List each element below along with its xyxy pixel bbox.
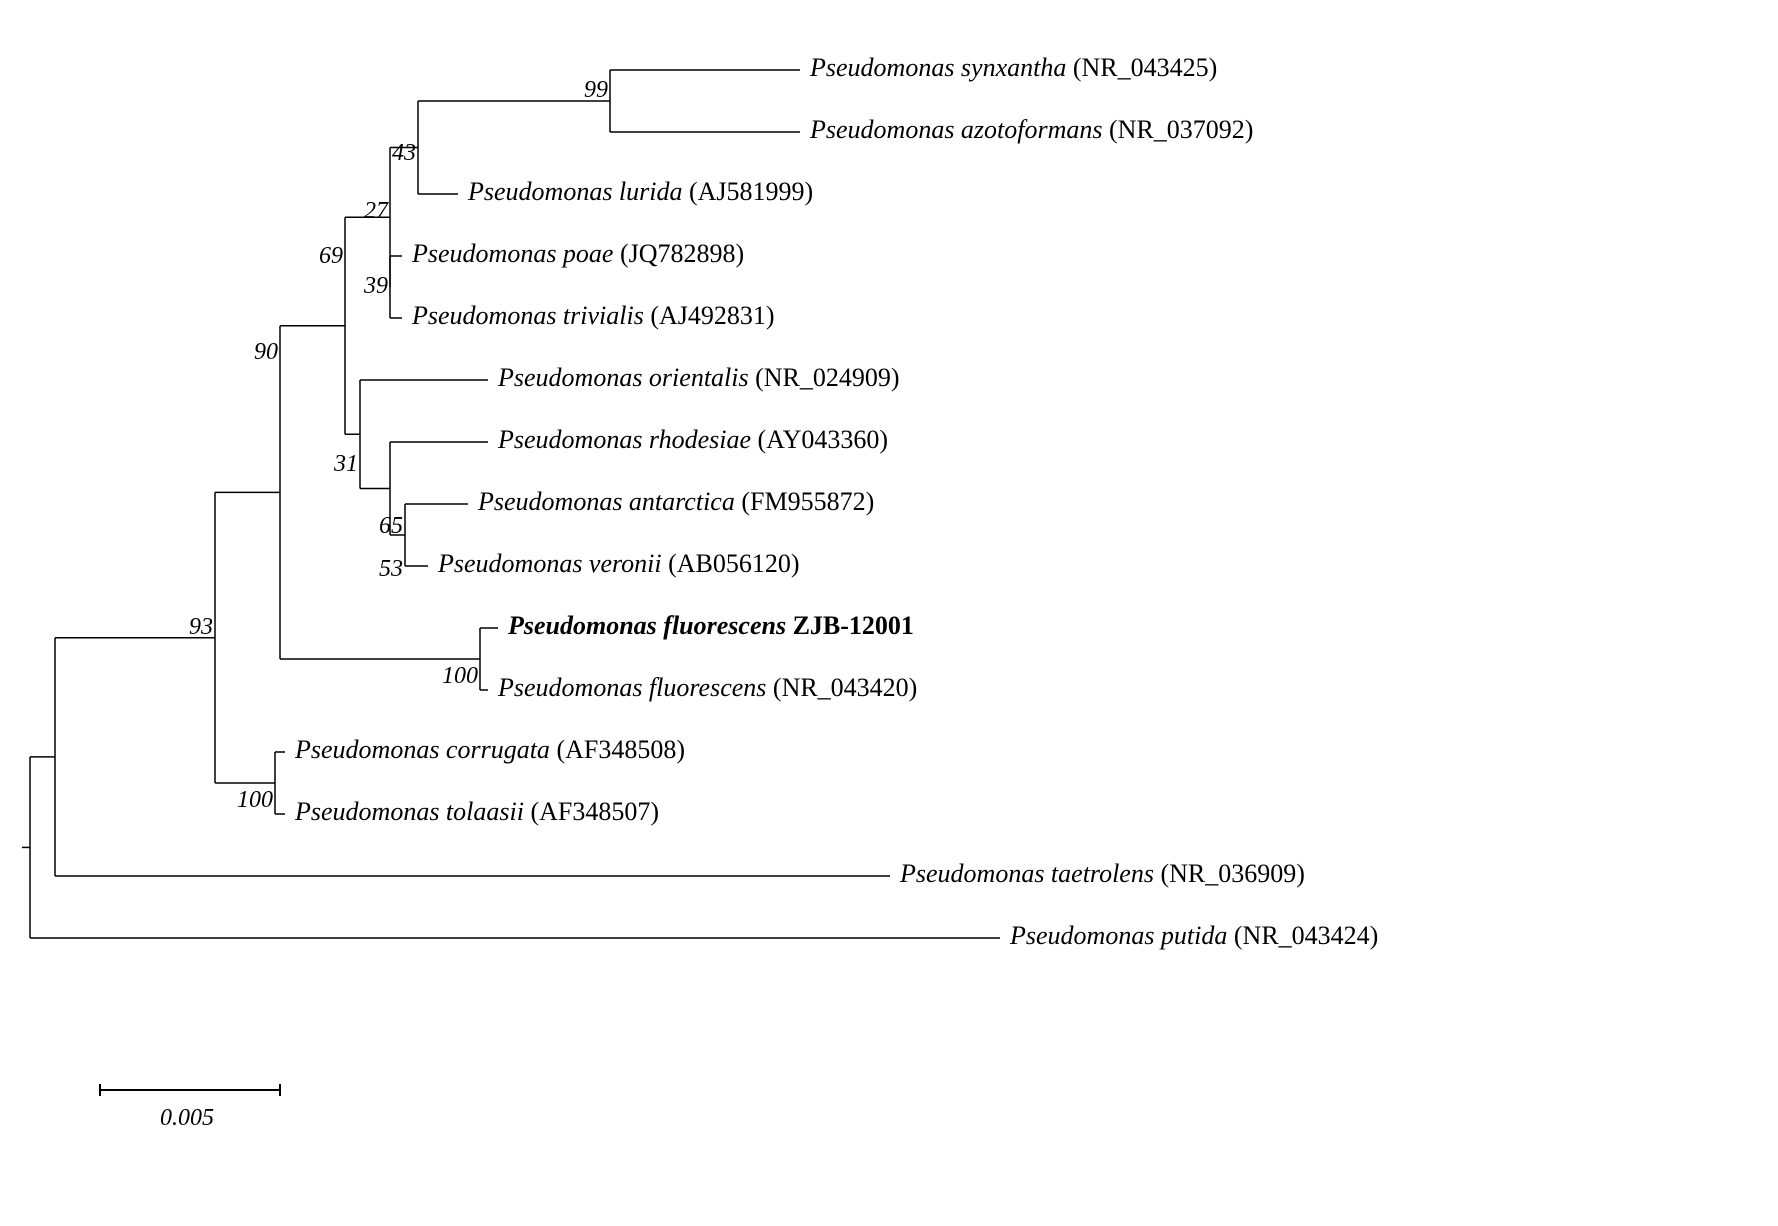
- taxon-label-antarctica: Pseudomonas antarctica (FM955872): [477, 487, 874, 516]
- taxon-label-tolaasii: Pseudomonas tolaasii (AF348507): [294, 797, 659, 826]
- bootstrap-value: 43: [392, 140, 416, 166]
- taxon-label-putida: Pseudomonas putida (NR_043424): [1009, 921, 1378, 950]
- bootstrap-value: 65: [379, 513, 403, 539]
- bootstrap-value: 90: [254, 339, 278, 365]
- bootstrap-value: 53: [379, 556, 403, 582]
- bootstrap-value: 100: [442, 663, 478, 689]
- taxon-label-lurida: Pseudomonas lurida (AJ581999): [467, 177, 813, 206]
- taxon-label-fluor-zjb: Pseudomonas fluorescens ZJB-12001: [507, 611, 914, 640]
- bootstrap-value: 93: [189, 614, 213, 640]
- taxon-label-rhodesiae: Pseudomonas rhodesiae (AY043360): [497, 425, 888, 454]
- taxon-label-azotoformans: Pseudomonas azotoformans (NR_037092): [809, 115, 1253, 144]
- taxon-label-fluor-nr: Pseudomonas fluorescens (NR_043420): [497, 673, 917, 702]
- taxon-label-poae: Pseudomonas poae (JQ782898): [411, 239, 744, 268]
- taxon-label-trivialis: Pseudomonas trivialis (AJ492831): [411, 301, 775, 330]
- bootstrap-value: 69: [319, 243, 343, 269]
- bootstrap-value: 27: [364, 198, 389, 224]
- phylogenetic-tree: Pseudomonas synxantha (NR_043425) Pseudom…: [20, 20, 1778, 1206]
- taxon-label-taetrolens: Pseudomonas taetrolens (NR_036909): [899, 859, 1305, 888]
- bootstrap-value: 99: [584, 77, 608, 103]
- scale-bar-label: 0.005: [160, 1105, 214, 1131]
- bootstrap-value: 39: [363, 273, 388, 299]
- taxon-label-veronii: Pseudomonas veronii (AB056120): [437, 549, 800, 578]
- bootstrap-value: 31: [333, 451, 358, 477]
- taxon-label-corrugata: Pseudomonas corrugata (AF348508): [294, 735, 685, 764]
- taxon-label-orientalis: Pseudomonas orientalis (NR_024909): [497, 363, 900, 392]
- bootstrap-value: 100: [237, 787, 273, 813]
- taxon-label-synxantha: Pseudomonas synxantha (NR_043425): [809, 53, 1217, 82]
